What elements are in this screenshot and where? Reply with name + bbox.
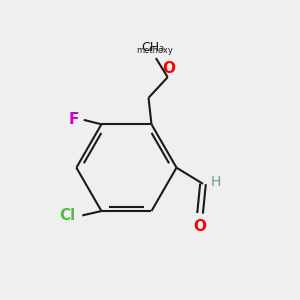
Text: H: H [210, 175, 221, 188]
Text: O: O [194, 219, 207, 234]
Text: Cl: Cl [59, 208, 76, 223]
Text: O: O [162, 61, 175, 76]
Text: F: F [68, 112, 79, 128]
Text: methoxy: methoxy [136, 46, 173, 55]
Text: CH₃: CH₃ [141, 41, 164, 54]
